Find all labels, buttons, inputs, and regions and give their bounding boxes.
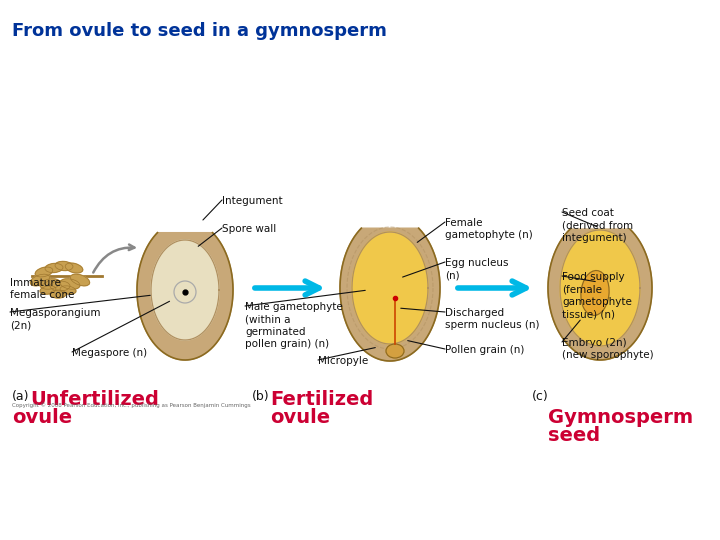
Text: ovule: ovule — [270, 408, 330, 427]
Text: Unfertilized: Unfertilized — [30, 390, 159, 409]
Text: Integument: Integument — [222, 196, 283, 206]
Polygon shape — [151, 240, 219, 340]
Ellipse shape — [35, 267, 53, 277]
Text: (a): (a) — [12, 390, 30, 403]
Text: Gymnosperm: Gymnosperm — [548, 408, 693, 427]
Text: (b): (b) — [252, 390, 269, 403]
Polygon shape — [352, 232, 428, 344]
Polygon shape — [340, 228, 440, 361]
Text: ovule: ovule — [12, 408, 72, 427]
Text: Pollen grain (n): Pollen grain (n) — [445, 345, 524, 355]
Text: Micropyle: Micropyle — [318, 356, 368, 366]
Ellipse shape — [50, 290, 66, 298]
Ellipse shape — [30, 274, 50, 286]
Ellipse shape — [386, 344, 404, 358]
Text: Megaspore (n): Megaspore (n) — [72, 348, 147, 358]
Text: (c): (c) — [532, 390, 549, 403]
Text: Embryo (2n)
(new sporophyte): Embryo (2n) (new sporophyte) — [562, 338, 654, 360]
Text: Fertilized: Fertilized — [270, 390, 373, 409]
Text: Food supply
(female
gametophyte
tissue) (n): Food supply (female gametophyte tissue) … — [562, 272, 632, 319]
Ellipse shape — [581, 271, 609, 315]
Text: Seed coat
(derived from
integument): Seed coat (derived from integument) — [562, 208, 633, 243]
Ellipse shape — [45, 264, 63, 273]
Polygon shape — [548, 229, 652, 360]
Ellipse shape — [40, 286, 56, 294]
Text: Male gametophyte
(within a
germinated
pollen grain) (n): Male gametophyte (within a germinated po… — [245, 302, 343, 349]
Ellipse shape — [50, 281, 70, 291]
Text: Megasporangium
(2n): Megasporangium (2n) — [10, 308, 101, 330]
Ellipse shape — [60, 279, 80, 289]
Text: seed: seed — [548, 426, 600, 445]
Ellipse shape — [40, 279, 60, 289]
Ellipse shape — [66, 263, 83, 273]
Text: Spore wall: Spore wall — [222, 224, 276, 234]
Text: Female
gametophyte (n): Female gametophyte (n) — [445, 218, 533, 240]
Polygon shape — [560, 230, 640, 346]
Text: Discharged
sperm nucleus (n): Discharged sperm nucleus (n) — [445, 308, 539, 330]
Text: Copyright © 2008 Pearson Education, Inc., publishing as Pearson Benjamin Cumming: Copyright © 2008 Pearson Education, Inc.… — [12, 402, 251, 408]
Text: From ovule to seed in a gymnosperm: From ovule to seed in a gymnosperm — [12, 22, 387, 40]
Ellipse shape — [71, 274, 89, 286]
Polygon shape — [137, 233, 233, 360]
Ellipse shape — [60, 286, 76, 294]
Text: Egg nucleus
(n): Egg nucleus (n) — [445, 258, 508, 280]
Text: Immature
female cone: Immature female cone — [10, 278, 74, 300]
Ellipse shape — [55, 261, 73, 271]
